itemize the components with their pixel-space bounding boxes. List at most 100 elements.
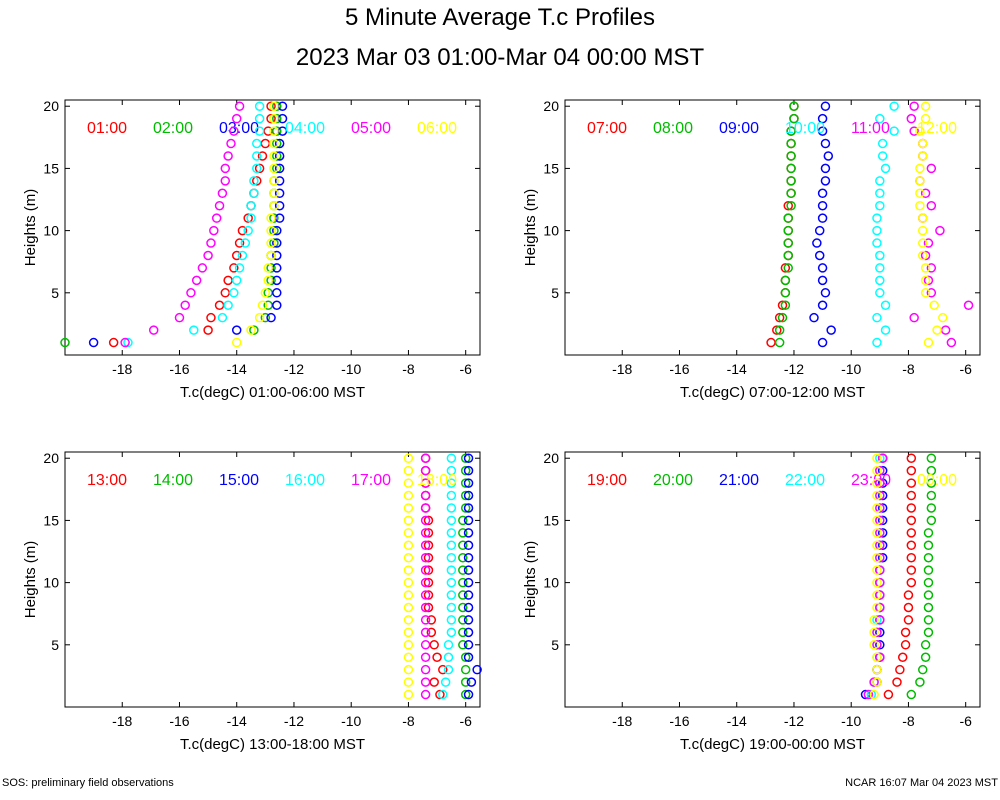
plot-frame — [564, 99, 981, 356]
data-point — [817, 113, 828, 124]
y-tick-label: 15 — [43, 512, 59, 528]
data-point — [463, 503, 474, 513]
data-point — [918, 138, 928, 149]
data-point — [458, 577, 468, 588]
data-point — [780, 288, 791, 298]
data-point — [929, 300, 939, 310]
data-point — [269, 163, 279, 174]
data-point — [420, 552, 431, 563]
data-point — [900, 640, 911, 650]
data-point — [260, 288, 271, 298]
data-point — [872, 565, 882, 575]
data-point — [240, 238, 251, 248]
data-point — [783, 213, 793, 223]
data-point — [789, 113, 799, 124]
data-point — [229, 126, 239, 136]
data-point — [203, 250, 213, 261]
data-point — [266, 312, 276, 323]
data-point — [872, 577, 882, 588]
data-point — [786, 138, 796, 149]
data-point — [880, 163, 891, 174]
data-point — [443, 664, 454, 675]
data-point — [820, 176, 831, 186]
data-point — [420, 540, 431, 551]
data-point — [926, 163, 937, 174]
data-point — [257, 300, 268, 310]
legend-entry: 21:00 — [719, 472, 759, 489]
data-point — [446, 490, 457, 501]
data-point — [231, 250, 242, 261]
legend-entry: 05:00 — [351, 120, 391, 137]
data-point — [234, 101, 245, 111]
data-point — [403, 627, 414, 638]
data-point — [938, 312, 948, 323]
footer-left: SOS: preliminary field observations — [2, 777, 174, 789]
data-point — [423, 528, 434, 538]
data-point — [443, 640, 454, 650]
data-point — [220, 176, 231, 186]
data-point — [897, 652, 908, 662]
data-point — [906, 577, 917, 588]
data-point — [814, 225, 825, 236]
x-tick-label: -16 — [669, 361, 689, 377]
y-tick-label: 10 — [43, 575, 59, 591]
data-point — [438, 664, 448, 675]
data-point — [446, 565, 457, 575]
data-point — [877, 453, 888, 463]
data-point — [872, 478, 882, 488]
legend-entry: 20:00 — [653, 472, 693, 489]
data-point — [197, 263, 208, 273]
data-point — [915, 200, 925, 211]
x-tick-label: -14 — [227, 361, 247, 377]
data-point — [880, 300, 891, 310]
data-point — [231, 337, 242, 348]
data-point — [926, 515, 937, 526]
data-point — [266, 225, 276, 236]
data-point — [903, 590, 914, 600]
legend-entry: 13:00 — [87, 472, 127, 489]
data-point — [403, 503, 414, 513]
data-point — [906, 453, 917, 463]
data-point — [269, 238, 279, 248]
data-point — [446, 590, 457, 600]
y-tick-label: 10 — [43, 223, 59, 239]
data-point — [243, 213, 253, 223]
data-point — [817, 263, 828, 273]
data-point — [266, 113, 276, 124]
data-point — [786, 176, 796, 186]
data-point — [226, 138, 236, 149]
x-tick-label: -8 — [402, 361, 415, 377]
data-point — [820, 101, 831, 111]
data-point — [420, 689, 431, 700]
data-point — [231, 113, 242, 124]
data-point — [895, 664, 905, 675]
data-point — [875, 490, 885, 501]
data-point — [817, 200, 828, 211]
x-axis-label: T.c(degC) 07:00-12:00 MST — [680, 384, 865, 401]
data-point — [963, 300, 974, 310]
data-point — [875, 176, 885, 186]
data-point — [403, 490, 414, 501]
y-tick-label: 5 — [51, 285, 59, 301]
data-point — [918, 213, 928, 223]
data-point — [223, 275, 233, 286]
data-point — [269, 126, 279, 136]
plot-frame — [64, 99, 481, 356]
data-point — [88, 337, 99, 348]
data-point — [909, 101, 919, 111]
data-point — [872, 652, 882, 662]
data-point — [875, 503, 885, 513]
data-point — [403, 528, 414, 538]
data-point — [786, 188, 796, 199]
data-point — [903, 615, 914, 625]
data-point — [252, 176, 262, 186]
data-point — [180, 300, 190, 310]
x-tick-label: -18 — [112, 361, 132, 377]
data-point — [237, 225, 248, 236]
y-tick-label: 5 — [551, 285, 559, 301]
data-point — [463, 552, 474, 563]
x-tick-label: -10 — [341, 361, 361, 377]
data-point — [263, 263, 273, 273]
data-point — [246, 213, 256, 223]
